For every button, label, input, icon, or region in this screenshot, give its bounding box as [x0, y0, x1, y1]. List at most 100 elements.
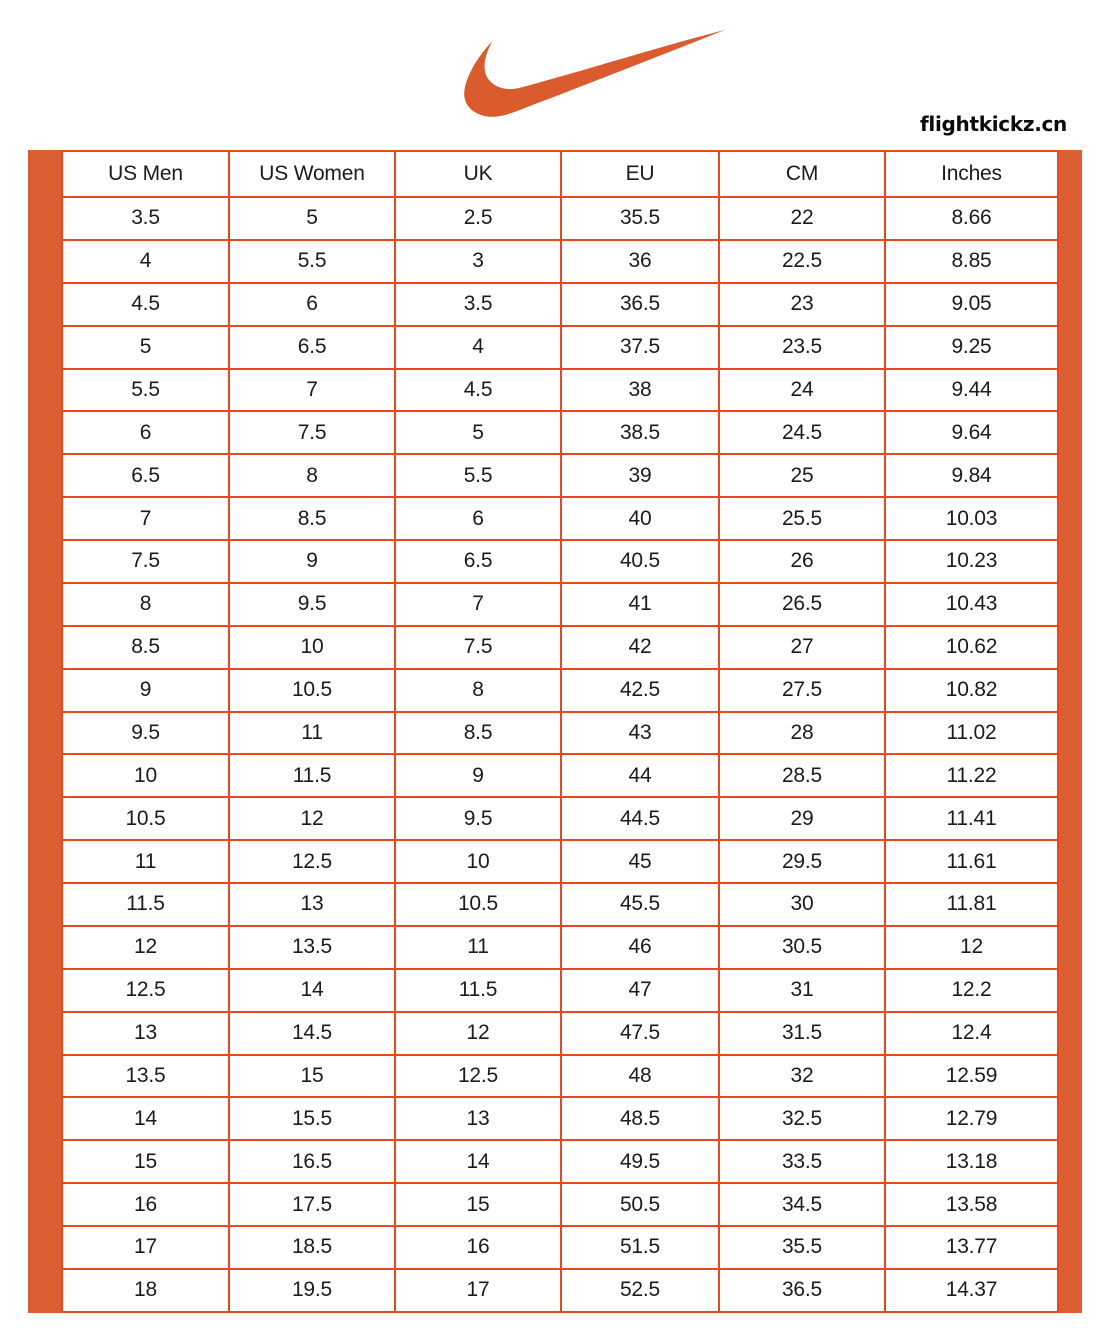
table-row: 16 17.5 15 50.5 34.5 13.58	[61, 1182, 1059, 1227]
size-cell: 9	[394, 753, 562, 799]
size-cell: 35.5	[718, 1225, 886, 1270]
size-cell: 7.5	[394, 624, 562, 670]
size-cell: 4.5	[61, 281, 230, 327]
size-cell: 13.5	[228, 924, 396, 970]
size-cell: 11.5	[228, 753, 396, 799]
size-cell: 11.22	[884, 753, 1059, 799]
size-cell: 17	[394, 1267, 562, 1314]
size-cell: 38	[560, 367, 720, 413]
size-cell: 7.5	[61, 539, 230, 584]
size-cell: 12.5	[228, 839, 396, 884]
size-cell: 8.85	[884, 238, 1059, 284]
table-row: 8.5 10 7.5 42 27 10.62	[61, 624, 1059, 670]
table-row: 7 8.5 6 40 25.5 10.03	[61, 496, 1059, 541]
size-cell: 32	[718, 1053, 886, 1099]
size-cell: 14	[394, 1139, 562, 1185]
size-cell: 10	[394, 839, 562, 884]
size-cell: 13.58	[884, 1182, 1059, 1227]
nike-swoosh-icon	[464, 29, 726, 117]
size-cell: 6	[228, 281, 396, 327]
size-cell: 10.5	[394, 882, 562, 927]
size-cell: 10.43	[884, 581, 1059, 627]
column-header: CM	[718, 150, 886, 198]
size-cell: 22.5	[718, 238, 886, 284]
table-row: 9.5 11 8.5 43 28 11.02	[61, 710, 1059, 756]
size-cell: 23.5	[718, 324, 886, 370]
size-cell: 12.59	[884, 1053, 1059, 1099]
size-cell: 8.5	[61, 624, 230, 670]
size-cell: 9.84	[884, 453, 1059, 499]
size-cell: 8.5	[394, 710, 562, 756]
size-cell: 45.5	[560, 882, 720, 927]
size-cell: 13	[61, 1010, 230, 1056]
size-cell: 35.5	[560, 196, 720, 241]
size-cell: 8.5	[228, 496, 396, 541]
column-header: UK	[394, 150, 562, 198]
size-cell: 7	[228, 367, 396, 413]
size-cell: 17.5	[228, 1182, 396, 1227]
size-chart-table: US Men US Women UK EU CM Inches 3.5 5 2.5 35.5 22…	[61, 150, 1059, 1314]
size-cell: 10.23	[884, 539, 1059, 584]
size-cell: 8	[61, 581, 230, 627]
size-cell: 30	[718, 882, 886, 927]
size-cell: 45	[560, 839, 720, 884]
size-cell: 5.5	[61, 367, 230, 413]
size-cell: 18	[61, 1267, 230, 1314]
size-cell: 47	[560, 967, 720, 1013]
size-cell: 41	[560, 581, 720, 627]
column-header: Inches	[884, 150, 1059, 198]
size-cell: 27.5	[718, 667, 886, 713]
size-cell: 33.5	[718, 1139, 886, 1185]
size-cell: 12.2	[884, 967, 1059, 1013]
size-cell: 36.5	[560, 281, 720, 327]
size-cell: 32.5	[718, 1096, 886, 1142]
size-cell: 3.5	[61, 196, 230, 241]
size-cell: 14	[228, 967, 396, 1013]
size-cell: 31	[718, 967, 886, 1013]
size-cell: 43	[560, 710, 720, 756]
size-cell: 19.5	[228, 1267, 396, 1314]
size-cell: 3	[394, 238, 562, 284]
size-cell: 10.82	[884, 667, 1059, 713]
size-cell: 11	[394, 924, 562, 970]
size-cell: 13.18	[884, 1139, 1059, 1185]
size-cell: 9.64	[884, 410, 1059, 456]
size-cell: 15	[61, 1139, 230, 1185]
size-cell: 13	[394, 1096, 562, 1142]
size-cell: 9.05	[884, 281, 1059, 327]
size-cell: 4	[394, 324, 562, 370]
size-cell: 29.5	[718, 839, 886, 884]
size-cell: 12.5	[61, 967, 230, 1013]
size-cell: 14.5	[228, 1010, 396, 1056]
table-row: 6 7.5 5 38.5 24.5 9.64	[61, 410, 1059, 456]
size-cell: 52.5	[560, 1267, 720, 1314]
table-row: 12.5 14 11.5 47 31 12.2	[61, 967, 1059, 1013]
table-row: 3.5 5 2.5 35.5 22 8.66	[61, 196, 1059, 241]
size-cell: 48	[560, 1053, 720, 1099]
size-cell: 24.5	[718, 410, 886, 456]
size-cell: 17	[61, 1225, 230, 1270]
size-cell: 12.79	[884, 1096, 1059, 1142]
header-row: US Men US Women UK EU CM Inches	[61, 150, 1059, 198]
table-row: 11.5 13 10.5 45.5 30 11.81	[61, 882, 1059, 927]
left-accent-bar	[28, 150, 61, 1313]
size-cell: 13	[228, 882, 396, 927]
size-cell: 25.5	[718, 496, 886, 541]
size-cell: 6.5	[61, 453, 230, 499]
size-cell: 26	[718, 539, 886, 584]
size-cell: 4.5	[394, 367, 562, 413]
size-cell: 11.81	[884, 882, 1059, 927]
size-cell: 42	[560, 624, 720, 670]
size-cell: 15	[228, 1053, 396, 1099]
size-cell: 36	[560, 238, 720, 284]
column-header: US Women	[228, 150, 396, 198]
size-cell: 25	[718, 453, 886, 499]
size-table-body: 3.5 5 2.5 35.5 22 8.66 4 5.5 3 36 22.5 8.85 4.5 6 3.5 3…	[61, 196, 1059, 1314]
size-cell: 11	[228, 710, 396, 756]
size-cell: 11.41	[884, 796, 1059, 842]
table-row: 11 12.5 10 45 29.5 11.61	[61, 839, 1059, 884]
size-cell: 50.5	[560, 1182, 720, 1227]
size-cell: 12	[394, 1010, 562, 1056]
watermark-text: flightkickz.cn	[920, 112, 1067, 136]
